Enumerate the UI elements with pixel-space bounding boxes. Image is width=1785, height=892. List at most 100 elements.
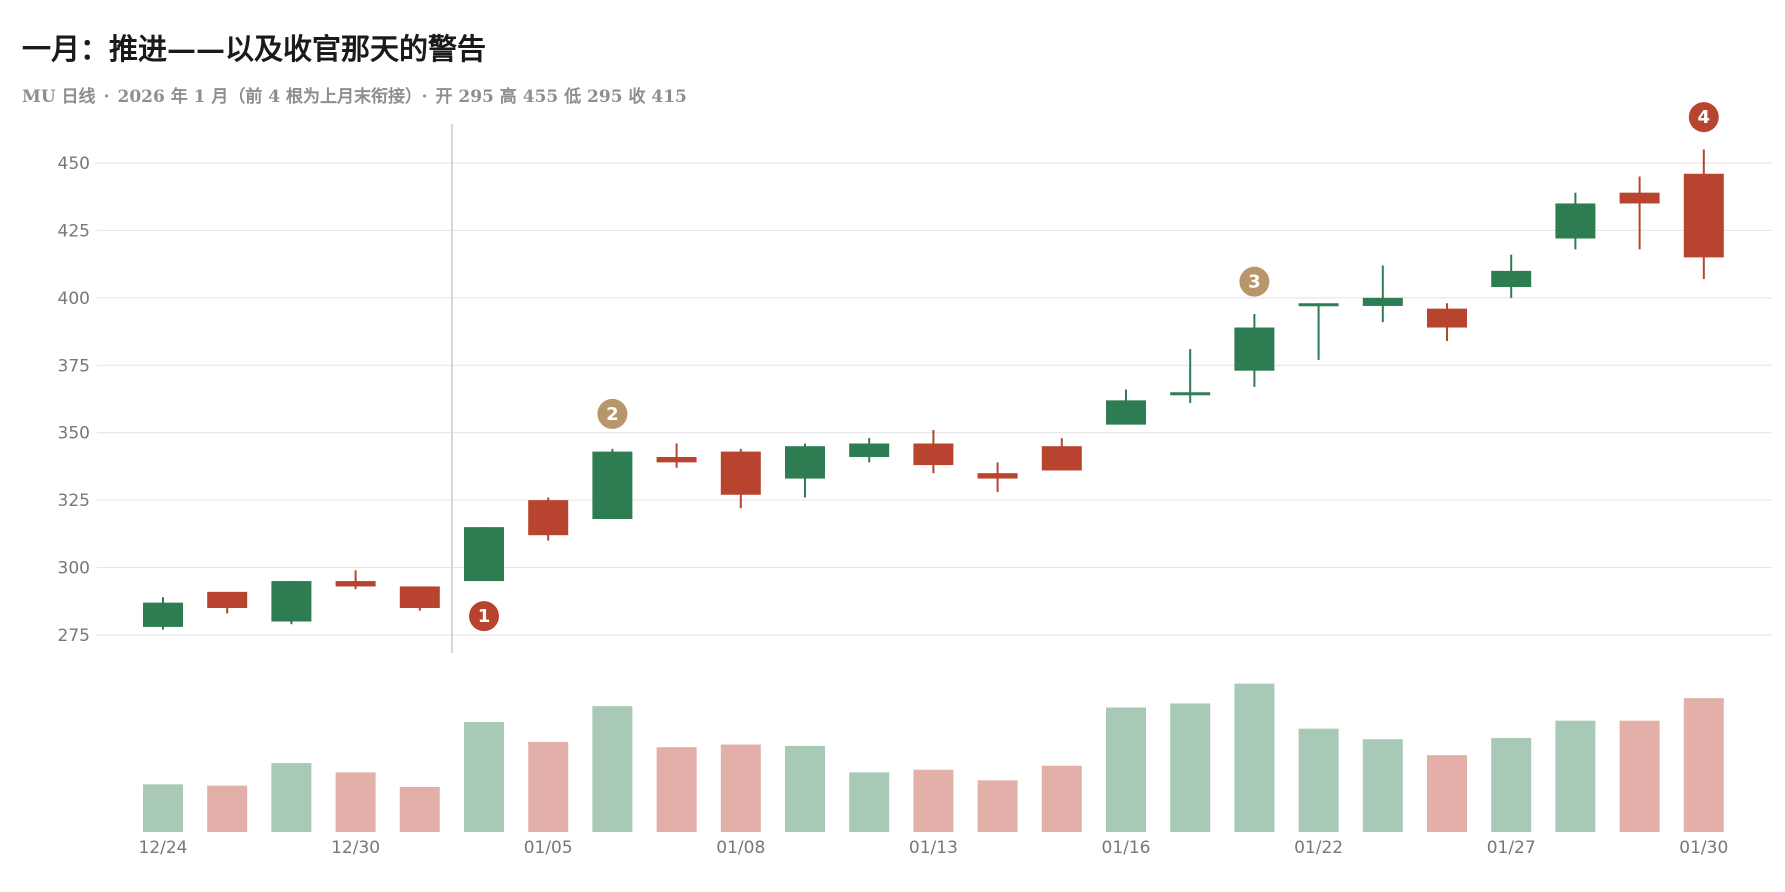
subtitle-separator: ·	[421, 87, 428, 107]
candle-body	[1427, 308, 1467, 328]
candle-down	[913, 430, 954, 474]
candle-body	[1683, 173, 1724, 258]
candle-down	[1041, 438, 1082, 471]
candle-down	[1683, 149, 1724, 279]
candle-up	[271, 581, 312, 625]
candle-body	[1234, 327, 1275, 371]
candle-body	[656, 456, 697, 463]
x-tick-label: 01/22	[1294, 838, 1343, 858]
y-tick-label: 350	[58, 424, 90, 444]
candle-down	[335, 570, 376, 590]
volume-bars	[143, 683, 1724, 832]
price-gridlines	[97, 162, 1772, 636]
volume-bar-down	[720, 744, 761, 832]
volume-bar-down	[656, 747, 697, 832]
volume-bar-down	[399, 786, 440, 832]
candle-body	[1362, 297, 1403, 306]
volume-bar-down	[335, 772, 376, 832]
candle-body	[207, 591, 248, 609]
annotation-marker-1: 1	[469, 601, 499, 632]
volume-bar-down	[528, 741, 569, 832]
subtitle-period: 2026 年 1 月（前 4 根为上月末衔接）	[117, 87, 414, 107]
candle-up	[849, 438, 890, 463]
candle-up	[464, 527, 504, 582]
annotation-marker-2: 2	[597, 398, 628, 429]
candle-up	[1106, 389, 1146, 425]
y-tick-label: 425	[58, 221, 90, 241]
candle-body	[1298, 303, 1339, 307]
candle-body	[143, 602, 183, 627]
price-axis: 275 300 325 350 375 400 425 450	[58, 154, 90, 646]
subtitle-separator: ·	[103, 87, 110, 107]
volume-bar-up	[592, 706, 633, 832]
subtitle-ticker: MU 日线	[22, 87, 96, 107]
x-tick-label: 12/24	[139, 838, 188, 858]
marker-circle	[597, 398, 628, 429]
x-tick-label: 01/08	[716, 838, 765, 858]
candle-body	[464, 527, 504, 582]
candle-up	[1362, 265, 1403, 323]
x-tick-label: 12/30	[331, 838, 380, 858]
annotation-markers: 1 2 3 4	[469, 102, 1719, 632]
x-tick-label: 01/16	[1102, 838, 1151, 858]
candle-up	[592, 448, 633, 520]
marker-circle	[1688, 102, 1719, 133]
candle-body	[399, 586, 440, 609]
candle-body	[1555, 203, 1596, 239]
volume-bar-down	[1683, 698, 1724, 832]
marker-label: 2	[606, 404, 619, 425]
volume-bar-up	[785, 745, 825, 832]
candle-body	[1041, 446, 1082, 471]
volume-bar-up	[849, 772, 890, 832]
y-tick-label: 375	[58, 356, 90, 376]
candle-up	[1170, 349, 1211, 404]
volume-bar-down	[913, 769, 954, 832]
x-tick-label: 01/13	[909, 838, 958, 858]
volume-bar-down	[1427, 755, 1467, 832]
candle-body	[335, 581, 376, 587]
volume-bar-down	[1619, 720, 1660, 832]
volume-bar-up	[1491, 737, 1532, 832]
marker-label: 3	[1248, 272, 1261, 293]
chart-subtitle: MU 日线 · 2026 年 1 月（前 4 根为上月末衔接） · 开 295 高 45…	[22, 82, 687, 107]
volume-bar-up	[1298, 728, 1339, 832]
candle-body	[592, 451, 633, 520]
candle-down	[1619, 176, 1660, 250]
marker-circle	[1239, 266, 1270, 297]
candle-up	[785, 443, 825, 498]
subtitle-ohlc-summary: 开 295 高 455 低 295 收 415	[435, 87, 687, 107]
y-tick-label: 400	[58, 289, 90, 309]
volume-bar-down	[207, 785, 248, 832]
x-tick-label: 01/30	[1679, 838, 1728, 858]
volume-bar-up	[271, 763, 312, 832]
annotation-marker-4: 4	[1688, 102, 1719, 133]
candle-body	[913, 443, 954, 466]
candle-down	[207, 591, 248, 614]
candle-body	[977, 473, 1018, 479]
candle-down	[1427, 303, 1467, 342]
candle-body	[785, 446, 825, 479]
date-axis: 12/24 12/30 01/05 01/08 01/13 01/16 01/22 01/27…	[139, 838, 1729, 858]
volume-bar-up	[464, 722, 504, 832]
candle-body	[1619, 192, 1660, 204]
candle-down	[399, 586, 440, 611]
candle-up	[1298, 303, 1339, 360]
marker-label: 1	[478, 606, 491, 627]
volume-bar-up	[1170, 703, 1211, 832]
volume-bar-down	[977, 780, 1018, 832]
candle-body	[528, 500, 569, 536]
candle-body	[1491, 270, 1532, 288]
y-tick-label: 450	[58, 154, 90, 174]
candle-body	[849, 443, 890, 457]
volume-bar-up	[143, 784, 183, 832]
y-tick-label: 325	[58, 491, 90, 511]
volume-bar-up	[1234, 683, 1275, 832]
y-tick-label: 300	[58, 559, 90, 579]
candle-down	[720, 448, 761, 509]
candle-body	[1170, 392, 1211, 396]
volume-bar-down	[1041, 765, 1082, 832]
candle-down	[656, 443, 697, 468]
candle-up	[1491, 254, 1532, 298]
marker-label: 4	[1698, 107, 1711, 128]
